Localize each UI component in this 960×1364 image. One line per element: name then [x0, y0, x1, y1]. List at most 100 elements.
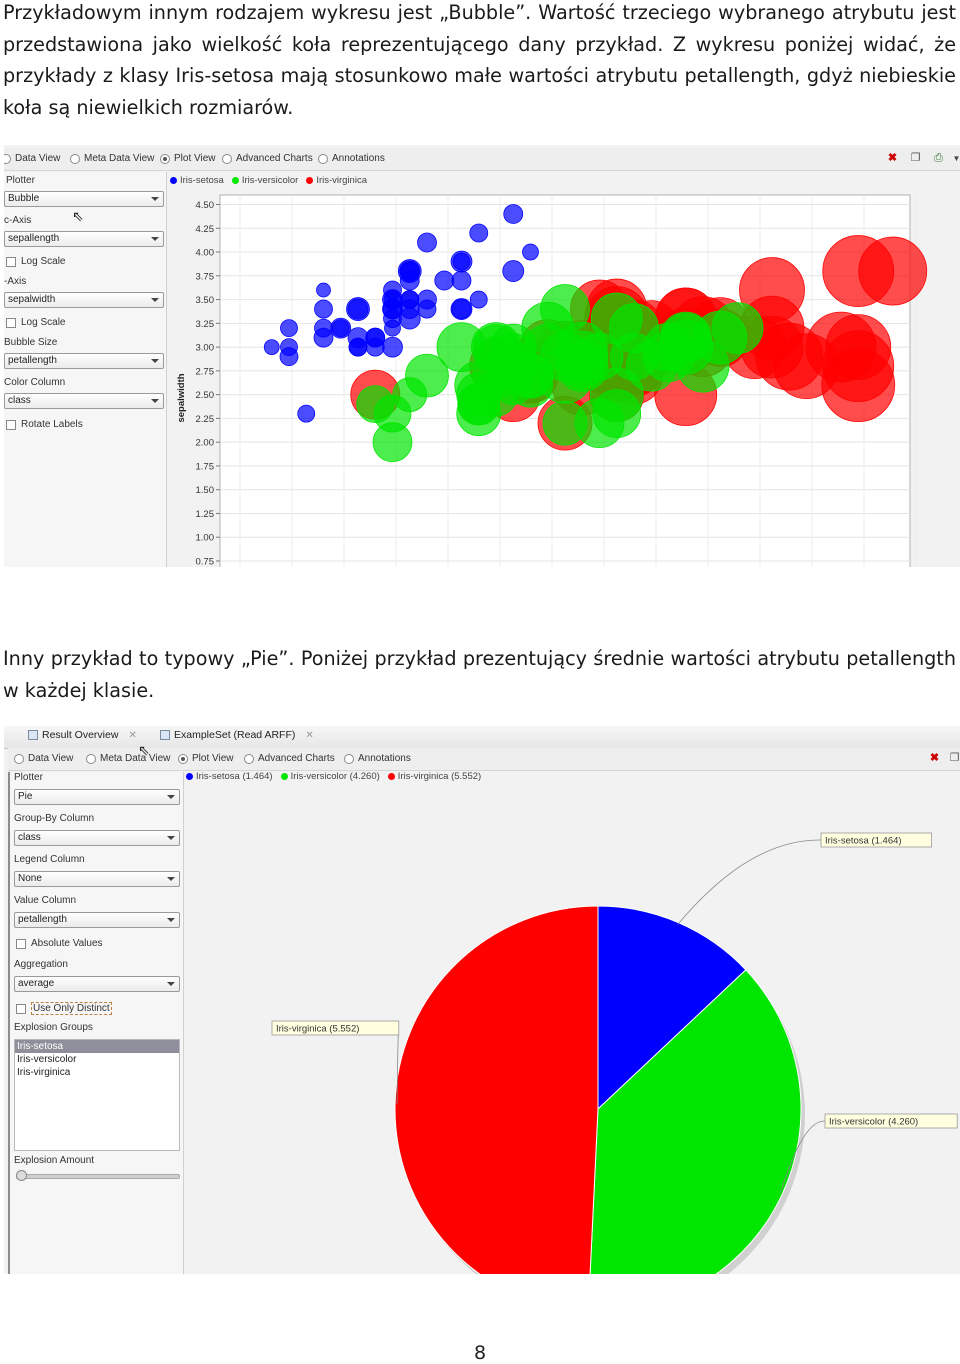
- bubble-point: [382, 289, 403, 310]
- bubble-point: [346, 297, 370, 321]
- bubble-legend: Iris-setosa Iris-versicolor Iris-virgini…: [170, 175, 367, 186]
- x-axis-select[interactable]: sepallength: [4, 231, 164, 247]
- paragraph-bubble: Przykładowym innym rodzajem wykresu jest…: [3, 1, 956, 119]
- bubble-point: [314, 299, 333, 319]
- y-axis-select[interactable]: sepalwidth: [4, 292, 164, 308]
- window-icon[interactable]: ❐: [949, 752, 960, 764]
- data-view-radio[interactable]: Data View: [14, 753, 73, 764]
- list-item[interactable]: Iris-virginica: [17, 1067, 71, 1078]
- bubble-point: [592, 389, 642, 439]
- value-column-select[interactable]: petallength: [14, 912, 180, 928]
- bubble-point: [365, 327, 386, 348]
- aggregation-label: Aggregation: [14, 959, 68, 970]
- label-leader-line: [780, 1120, 826, 1194]
- y-tick-label: 3.00: [196, 343, 215, 354]
- pie-legend: Iris-setosa (1.464) Iris-versicolor (4.2…: [186, 771, 481, 782]
- chevron-down-icon: [151, 298, 159, 302]
- bubble-point: [452, 252, 471, 271]
- slice-label: Iris-versicolor (4.260): [829, 1117, 918, 1128]
- list-item[interactable]: Iris-setosa: [15, 1040, 179, 1053]
- legend-item-virginica: Iris-virginica (5.552): [387, 771, 481, 782]
- table-icon: [160, 730, 170, 740]
- plotter-select[interactable]: Pie: [14, 789, 180, 805]
- bubble-point: [451, 299, 472, 319]
- chevron-down-icon: [151, 399, 159, 403]
- plot-view-radio[interactable]: Plot View: [160, 153, 216, 164]
- bubble-point: [858, 236, 928, 306]
- bubble-size-select[interactable]: petallength: [4, 353, 164, 369]
- label-box: [271, 1020, 400, 1036]
- chevron-down-icon: [167, 877, 175, 881]
- y-tick-label: 4.25: [196, 224, 215, 235]
- aggregation-select[interactable]: average: [14, 976, 180, 992]
- advanced-charts-radio[interactable]: Advanced Charts: [222, 153, 313, 164]
- y-axis-title: sepalwidth: [176, 373, 187, 422]
- bubble-point: [382, 336, 403, 358]
- color-column-select[interactable]: class: [4, 393, 164, 409]
- x-log-scale-checkbox[interactable]: Log Scale: [6, 256, 65, 267]
- legend-item-setosa: Iris-setosa (1.464): [186, 771, 273, 782]
- use-only-distinct-checkbox[interactable]: Use Only Distinct: [16, 1002, 112, 1015]
- y-tick-label: 4.00: [196, 248, 215, 259]
- bubble-point: [434, 270, 455, 291]
- bubble-point: [392, 377, 428, 413]
- chevron-down-icon: [151, 237, 159, 241]
- rotate-labels-checkbox[interactable]: Rotate Labels: [6, 419, 83, 430]
- dropdown-icon[interactable]: ▼: [952, 154, 960, 163]
- plotter-select[interactable]: Bubble: [4, 191, 164, 207]
- bubble-point: [280, 319, 298, 337]
- bubble-point: [417, 232, 437, 253]
- delete-icon[interactable]: ✖: [887, 152, 898, 164]
- annotations-radio[interactable]: Annotations: [344, 753, 411, 764]
- bubble-point: [417, 299, 437, 319]
- explosion-groups-list[interactable]: Iris-setosa Iris-versicolor Iris-virgini…: [14, 1039, 180, 1151]
- bubble-point: [451, 270, 472, 291]
- explosion-amount-slider[interactable]: [16, 1174, 180, 1179]
- legend-item-virginica: Iris-virginica: [306, 175, 367, 186]
- close-icon[interactable]: ✕: [305, 729, 314, 741]
- label-box: [820, 832, 932, 848]
- x-axis-label: c-Axis: [4, 215, 32, 226]
- y-tick-label: 3.25: [196, 319, 215, 330]
- y-axis-label: -Axis: [4, 276, 27, 287]
- chevron-down-icon: [167, 836, 175, 840]
- pie-slice: [597, 905, 747, 1111]
- tab-result-overview[interactable]: Result Overview ✕: [28, 729, 137, 741]
- export-icon[interactable]: ⎙: [934, 152, 943, 164]
- view-selector-bar: Data View Meta Data View Plot View Advan…: [4, 148, 960, 171]
- legend-item-versicolor: Iris-versicolor: [231, 175, 298, 186]
- page-number: 8: [473, 1342, 487, 1364]
- bubble-point: [503, 204, 524, 224]
- window-icon[interactable]: ❐: [910, 152, 921, 164]
- slice-label: Iris-setosa (1.464): [825, 836, 902, 847]
- result-tabs-bar: Result Overview ✕ ExampleSet (Read ARFF) ✕: [4, 726, 960, 749]
- explosion-amount-label: Explosion Amount: [14, 1155, 95, 1166]
- bubble-point: [399, 260, 421, 282]
- plot-view-radio[interactable]: Plot View: [178, 753, 234, 764]
- absolute-values-checkbox[interactable]: Absolute Values: [16, 938, 103, 949]
- meta-data-view-radio[interactable]: Meta Data View: [86, 753, 170, 764]
- slider-handle[interactable]: [16, 1170, 27, 1181]
- pie-slice: [394, 905, 599, 1274]
- y-tick-label: 0.75: [196, 557, 215, 568]
- y-log-scale-checkbox[interactable]: Log Scale: [6, 317, 65, 328]
- paragraph-pie: Inny przykład to typowy „Pie”. Poniżej p…: [3, 647, 956, 702]
- meta-data-view-radio[interactable]: Meta Data View: [70, 153, 154, 164]
- group-by-select[interactable]: class: [14, 830, 180, 846]
- data-view-radio[interactable]: Data View: [4, 153, 60, 164]
- chevron-down-icon: [151, 197, 159, 201]
- plotter-label: Plotter: [6, 175, 35, 186]
- advanced-charts-radio[interactable]: Advanced Charts: [244, 753, 335, 764]
- legend-column-select[interactable]: None: [14, 871, 180, 887]
- delete-icon[interactable]: ✖: [929, 752, 940, 764]
- close-icon[interactable]: ✕: [128, 729, 137, 741]
- y-tick-label: 2.50: [196, 390, 215, 401]
- pie-plot-screenshot: Result Overview ✕ ExampleSet (Read ARFF) ✕…: [4, 726, 960, 1274]
- bubble-point: [502, 260, 525, 282]
- bubble-point: [316, 282, 331, 298]
- annotations-radio[interactable]: Annotations: [318, 153, 385, 164]
- tab-exampleset[interactable]: ExampleSet (Read ARFF) ✕: [160, 729, 314, 741]
- list-item[interactable]: Iris-versicolor: [17, 1054, 77, 1065]
- bubble-point: [348, 337, 368, 357]
- bubble-point: [399, 299, 420, 319]
